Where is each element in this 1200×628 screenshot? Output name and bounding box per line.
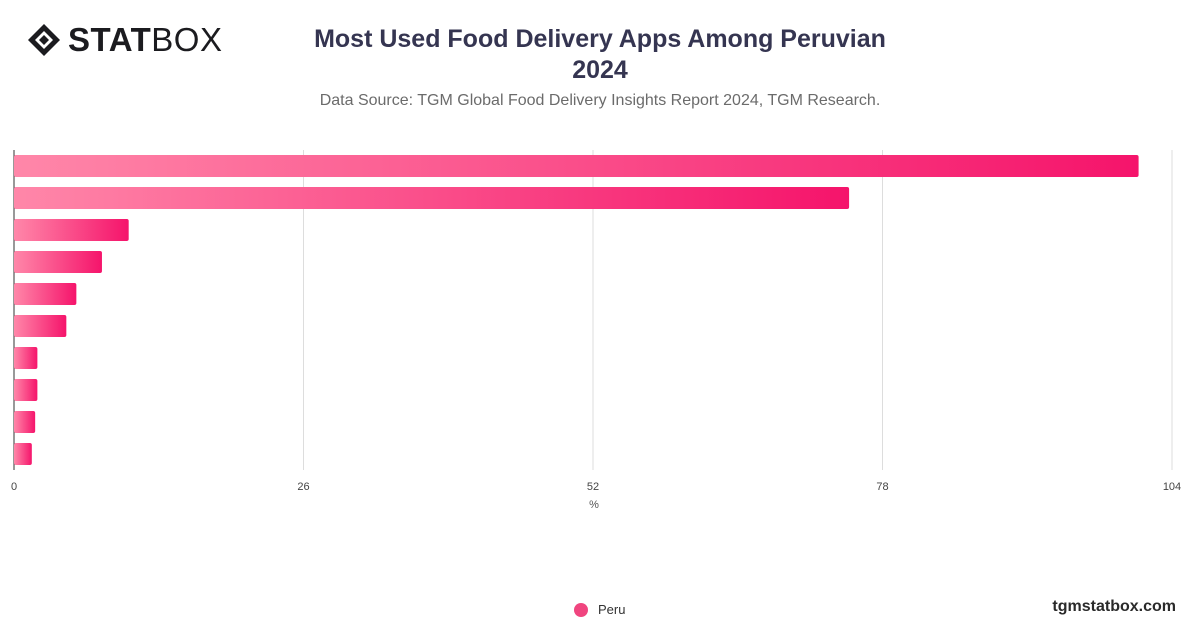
legend-peru-swatch bbox=[574, 602, 588, 617]
bar-3[interactable] bbox=[14, 219, 129, 241]
bar-2[interactable] bbox=[14, 187, 850, 209]
bar-7[interactable] bbox=[14, 347, 38, 369]
statbox-logo: STATBOX bbox=[26, 22, 222, 58]
bar-1[interactable] bbox=[14, 155, 1139, 177]
chart-title-line1: Most Used Food Delivery Apps Among Peruv… bbox=[314, 25, 886, 53]
x-tick-label-104: 104 bbox=[1163, 481, 1181, 493]
x-axis-label: % bbox=[589, 499, 599, 511]
legend[interactable]: Peru bbox=[574, 602, 625, 617]
chart-title-line2: 2024 bbox=[572, 56, 628, 84]
x-axis-ticks: 0 26 52 78 104 bbox=[11, 481, 1181, 493]
bar-10[interactable] bbox=[14, 443, 32, 465]
bar-5[interactable] bbox=[14, 283, 77, 305]
logo-bold-text: STAT bbox=[68, 21, 152, 58]
x-tick-label-0: 0 bbox=[11, 481, 17, 493]
bar-9[interactable] bbox=[14, 411, 36, 433]
footer-url[interactable]: tgmstatbox.com bbox=[1052, 598, 1176, 615]
statbox-wordmark: STATBOX bbox=[68, 22, 222, 58]
statbox-diamond-logo-icon bbox=[28, 24, 60, 56]
logo-light-text: BOX bbox=[151, 21, 223, 58]
bar-8[interactable] bbox=[14, 379, 38, 401]
bar-4[interactable] bbox=[14, 251, 102, 273]
legend-peru-label: Peru bbox=[598, 602, 626, 617]
x-tick-label-52: 52 bbox=[587, 481, 599, 493]
x-tick-label-78: 78 bbox=[876, 481, 888, 493]
chart-title: Most Used Food Delivery Apps Among Peruv… bbox=[250, 24, 950, 86]
bars bbox=[14, 155, 1139, 465]
chart-subtitle: Data Source: TGM Global Food Delivery In… bbox=[319, 92, 881, 109]
bar-6[interactable] bbox=[14, 315, 67, 337]
x-tick-label-26: 26 bbox=[297, 481, 309, 493]
